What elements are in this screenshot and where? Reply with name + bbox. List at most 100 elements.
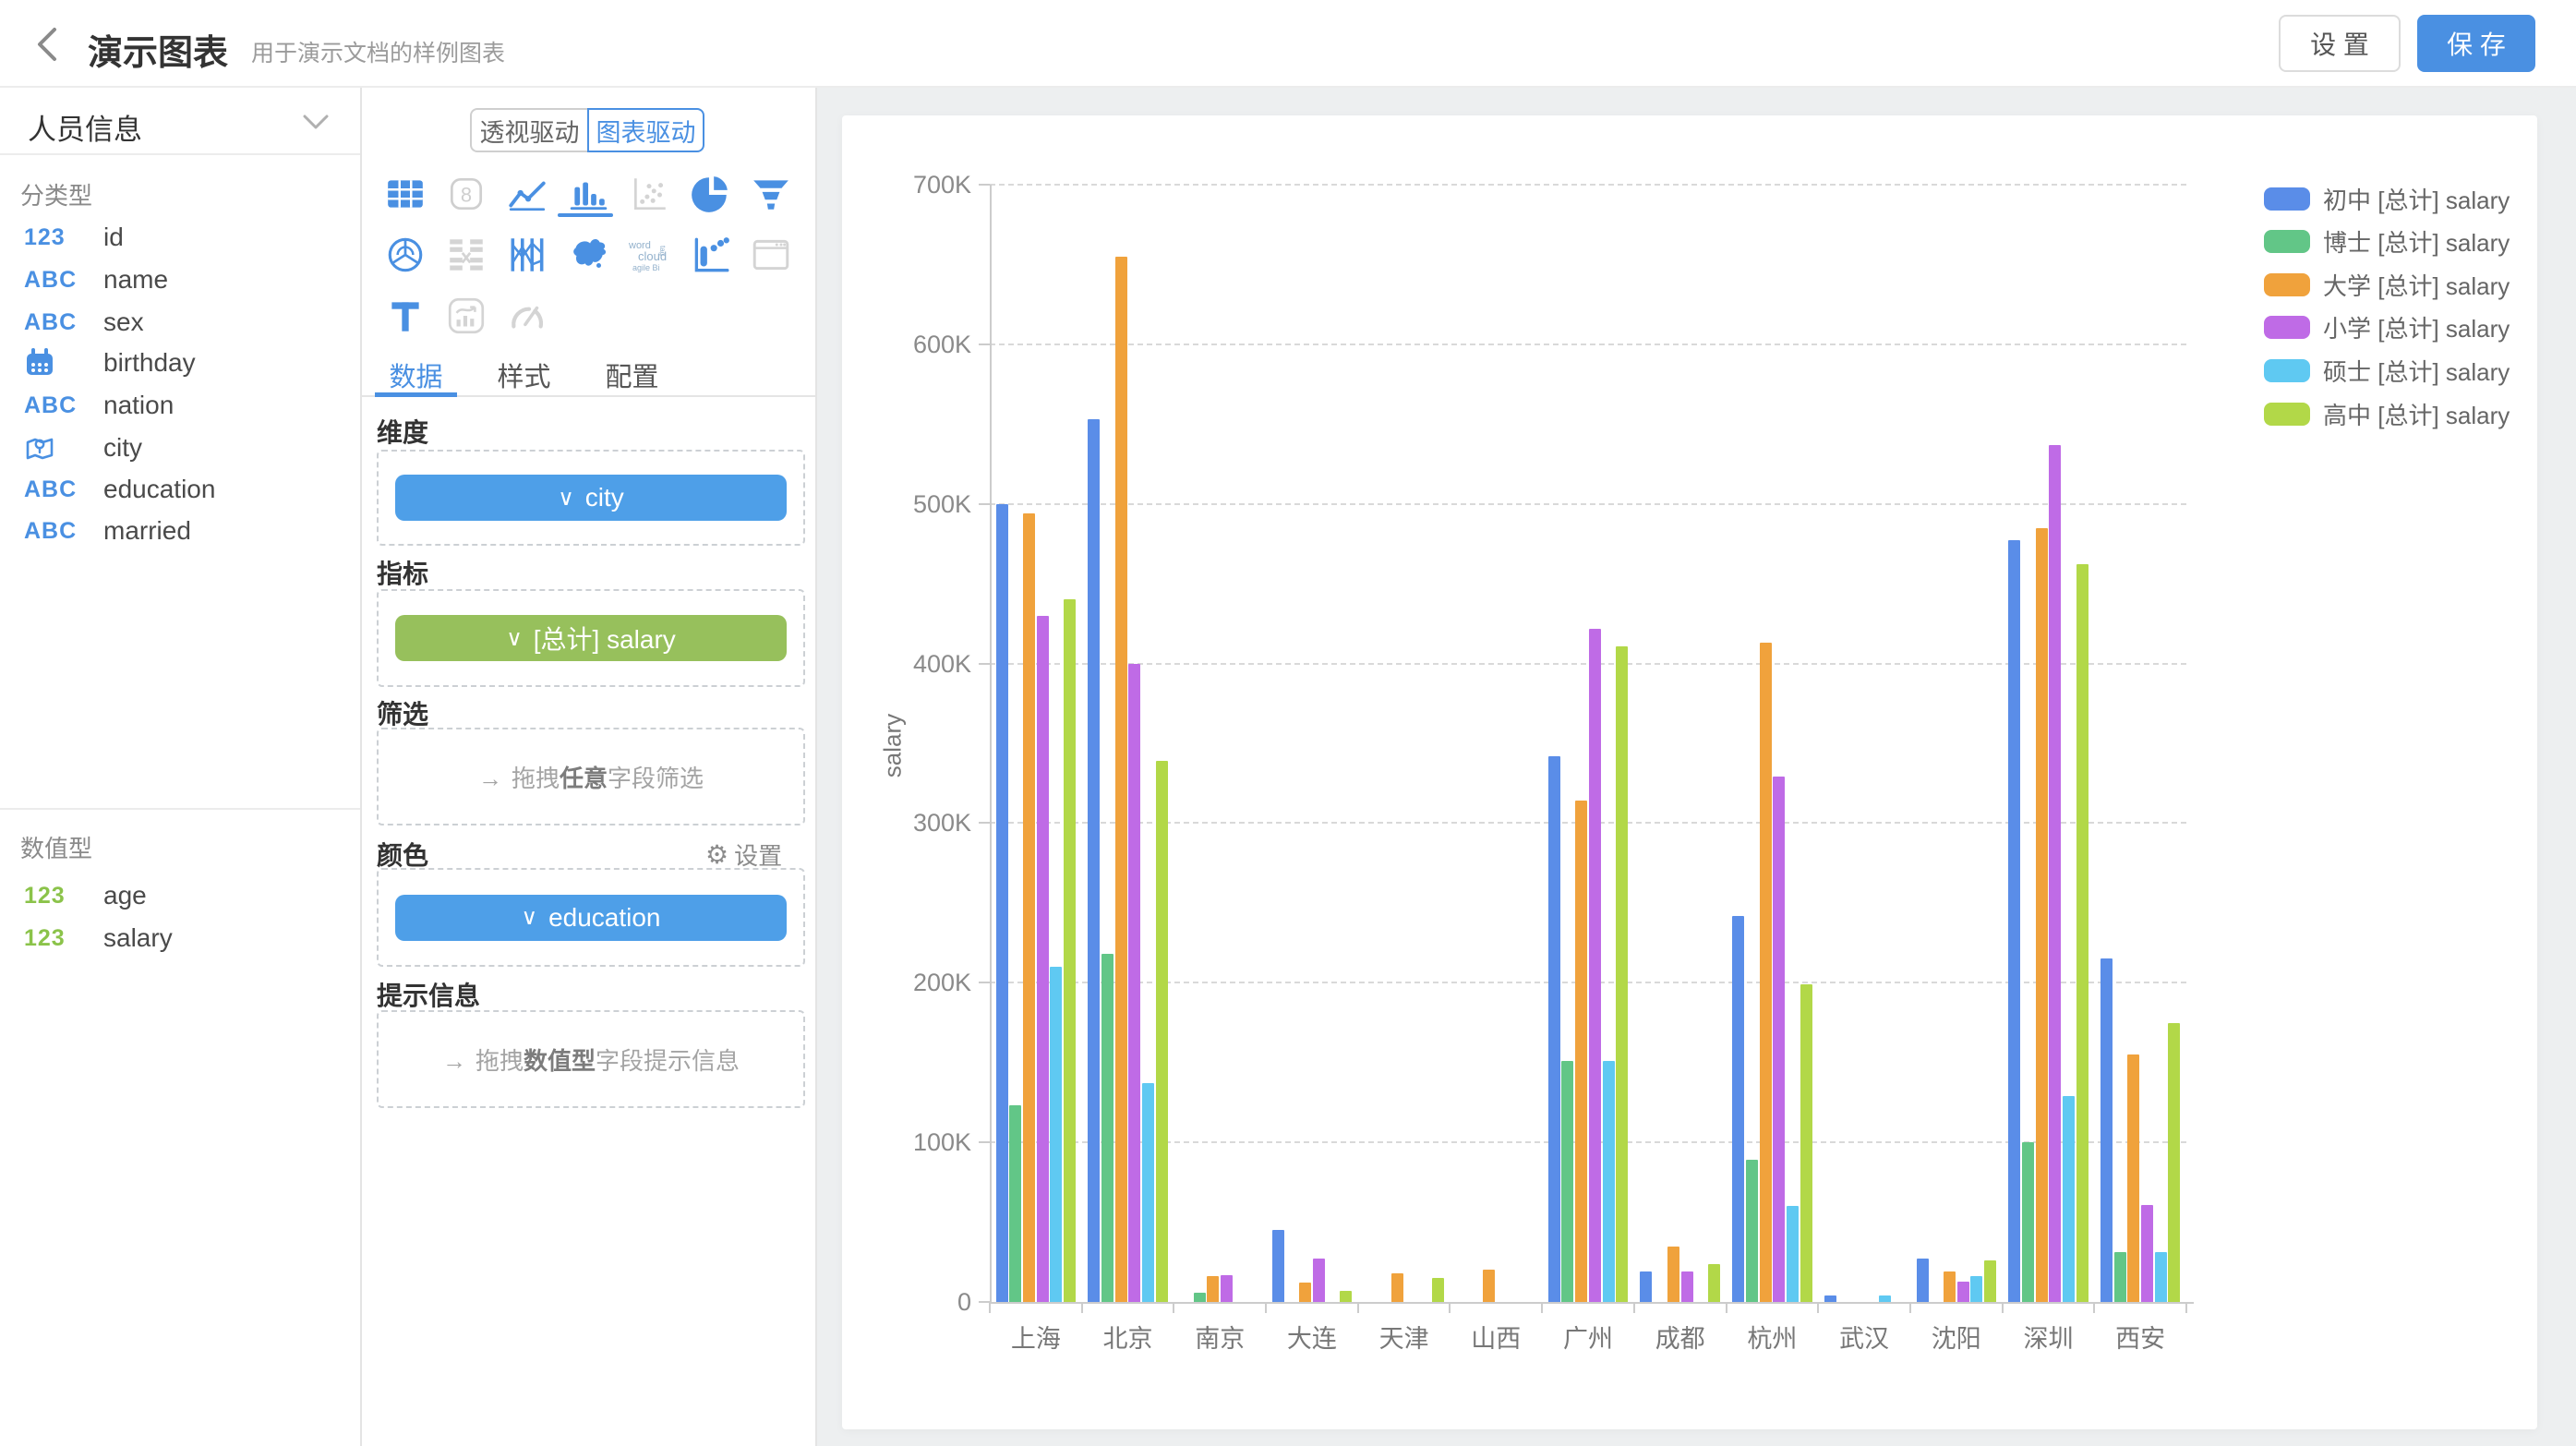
- field-age[interactable]: 123 age: [0, 874, 360, 917]
- metric-chip-salary[interactable]: ∨ [总计] salary: [395, 615, 787, 661]
- bar-杭州-大学 [总计] salary[interactable]: [1759, 643, 1772, 1302]
- field-nation[interactable]: ABC nation: [0, 384, 360, 427]
- bar-山西-大学 [总计] salary[interactable]: [1483, 1270, 1496, 1302]
- field-city[interactable]: city: [0, 427, 360, 469]
- bar-沈阳-小学 [总计] salary[interactable]: [1956, 1281, 1969, 1302]
- metric-dropzone[interactable]: ∨ [总计] salary: [377, 589, 805, 687]
- bar-广州-高中 [总计] salary[interactable]: [1616, 645, 1629, 1302]
- iframe-window-icon[interactable]: [740, 224, 801, 285]
- bar-北京-初中 [总计] salary[interactable]: [1088, 419, 1101, 1302]
- trend-card-icon[interactable]: [436, 285, 497, 346]
- bar-成都-高中 [总计] salary[interactable]: [1707, 1263, 1720, 1302]
- table-chart-icon[interactable]: [375, 163, 436, 224]
- bar-沈阳-大学 [总计] salary[interactable]: [1943, 1271, 1956, 1302]
- kpi-card-icon[interactable]: 8: [436, 163, 497, 224]
- filter-dropzone[interactable]: → 拖拽任意字段筛选: [377, 728, 805, 825]
- bar-杭州-小学 [总计] salary[interactable]: [1773, 777, 1786, 1302]
- bar-成都-大学 [总计] salary[interactable]: [1667, 1246, 1679, 1302]
- dataset-selector[interactable]: 人员信息: [0, 88, 360, 155]
- bar-大连-大学 [总计] salary[interactable]: [1299, 1283, 1312, 1302]
- china-map-icon[interactable]: [558, 224, 619, 285]
- bar-杭州-博士 [总计] salary[interactable]: [1745, 1160, 1758, 1302]
- dimension-dropzone[interactable]: ∨ city: [377, 450, 805, 546]
- legend-item[interactable]: 高中 [总计] salary: [2264, 402, 2510, 429]
- bar-天津-大学 [总计] salary[interactable]: [1390, 1272, 1403, 1302]
- bar-广州-硕士 [总计] salary[interactable]: [1602, 1060, 1615, 1302]
- line-chart-icon[interactable]: [497, 163, 558, 224]
- bar-chart-icon[interactable]: [558, 163, 619, 224]
- bar-北京-小学 [总计] salary[interactable]: [1128, 663, 1141, 1302]
- bar-南京-大学 [总计] salary[interactable]: [1207, 1276, 1220, 1302]
- gauge-chart-icon[interactable]: [497, 285, 558, 346]
- bar-武汉-硕士 [总计] salary[interactable]: [1878, 1295, 1891, 1302]
- field-birthday[interactable]: birthday: [0, 342, 360, 384]
- bar-上海-博士 [总计] salary[interactable]: [1009, 1105, 1022, 1302]
- bar-北京-大学 [总计] salary[interactable]: [1114, 256, 1127, 1302]
- field-salary[interactable]: 123 salary: [0, 917, 360, 959]
- legend-item[interactable]: 博士 [总计] salary: [2264, 229, 2510, 257]
- legend-item[interactable]: 硕士 [总计] salary: [2264, 358, 2510, 386]
- bar-深圳-初中 [总计] salary[interactable]: [2008, 540, 2021, 1302]
- color-chip-education[interactable]: ∨ education: [395, 894, 787, 941]
- bar-沈阳-高中 [总计] salary[interactable]: [1984, 1260, 1997, 1302]
- funnel-chart-icon[interactable]: [740, 163, 801, 224]
- bar-南京-博士 [总计] salary[interactable]: [1193, 1292, 1206, 1302]
- back-icon[interactable]: [24, 20, 72, 68]
- legend-item[interactable]: 小学 [总计] salary: [2264, 315, 2510, 343]
- bar-深圳-小学 [总计] salary[interactable]: [2049, 444, 2062, 1302]
- mode-pivot-tab[interactable]: 透视驱动: [470, 108, 587, 152]
- field-name-row[interactable]: ABC name: [0, 259, 360, 301]
- bar-北京-硕士 [总计] salary[interactable]: [1142, 1083, 1155, 1302]
- bar-杭州-初中 [总计] salary[interactable]: [1732, 915, 1745, 1302]
- bar-广州-大学 [总计] salary[interactable]: [1575, 801, 1588, 1302]
- bar-大连-高中 [总计] salary[interactable]: [1340, 1290, 1353, 1302]
- bar-北京-博士 [总计] salary[interactable]: [1101, 954, 1113, 1302]
- tab-config[interactable]: 配置: [605, 363, 659, 392]
- field-education[interactable]: ABC education: [0, 468, 360, 511]
- bar-深圳-硕士 [总计] salary[interactable]: [2063, 1096, 2075, 1302]
- bar-西安-大学 [总计] salary[interactable]: [2127, 1054, 2140, 1302]
- bar-上海-高中 [总计] salary[interactable]: [1064, 599, 1077, 1302]
- bar-西安-硕士 [总计] salary[interactable]: [2154, 1252, 2167, 1302]
- bar-上海-初中 [总计] salary[interactable]: [995, 503, 1008, 1302]
- bar-杭州-高中 [总计] salary[interactable]: [1800, 984, 1812, 1302]
- bar-成都-初中 [总计] salary[interactable]: [1640, 1271, 1653, 1302]
- bar-深圳-博士 [总计] salary[interactable]: [2021, 1142, 2034, 1302]
- settings-button[interactable]: 设 置: [2279, 15, 2401, 72]
- bar-上海-大学 [总计] salary[interactable]: [1022, 513, 1035, 1302]
- save-button[interactable]: 保 存: [2417, 15, 2535, 72]
- bar-深圳-大学 [总计] salary[interactable]: [2035, 527, 2048, 1302]
- bar-北京-高中 [总计] salary[interactable]: [1155, 761, 1168, 1302]
- legend-item[interactable]: 初中 [总计] salary: [2264, 187, 2510, 214]
- field-sex[interactable]: ABC sex: [0, 301, 360, 343]
- bar-西安-博士 [总计] salary[interactable]: [2113, 1252, 2126, 1302]
- bar-沈阳-初中 [总计] salary[interactable]: [1916, 1259, 1929, 1302]
- bar-成都-小学 [总计] salary[interactable]: [1680, 1271, 1693, 1302]
- color-settings-button[interactable]: ⚙ 设置: [705, 837, 782, 872]
- bar-武汉-初中 [总计] salary[interactable]: [1824, 1295, 1836, 1302]
- bar-西安-初中 [总计] salary[interactable]: [2100, 958, 2113, 1302]
- bar-西安-高中 [总计] salary[interactable]: [2168, 1022, 2181, 1302]
- scatter-bar-combo-icon[interactable]: [680, 224, 740, 285]
- sankey-chart-icon[interactable]: [436, 224, 497, 285]
- pie-chart-icon[interactable]: [680, 163, 740, 224]
- color-dropzone[interactable]: ∨ education: [377, 868, 805, 967]
- bar-沈阳-硕士 [总计] salary[interactable]: [1970, 1276, 1983, 1302]
- bar-广州-初中 [总计] salary[interactable]: [1547, 755, 1560, 1302]
- bar-杭州-硕士 [总计] salary[interactable]: [1786, 1206, 1799, 1302]
- parallel-chart-icon[interactable]: [497, 224, 558, 285]
- bar-上海-硕士 [总计] salary[interactable]: [1050, 967, 1063, 1302]
- tab-style[interactable]: 样式: [497, 363, 551, 392]
- field-id[interactable]: 123 id: [0, 216, 360, 259]
- radar-chart-icon[interactable]: [375, 224, 436, 285]
- bar-南京-小学 [总计] salary[interactable]: [1221, 1274, 1234, 1302]
- scatter-chart-icon[interactable]: [619, 163, 680, 224]
- bar-大连-小学 [总计] salary[interactable]: [1312, 1259, 1325, 1302]
- bar-西安-小学 [总计] salary[interactable]: [2141, 1204, 2153, 1302]
- bar-上海-小学 [总计] salary[interactable]: [1036, 615, 1049, 1302]
- tooltip-dropzone[interactable]: → 拖拽数值型字段提示信息: [377, 1010, 805, 1108]
- tab-data[interactable]: 数据: [362, 355, 470, 397]
- legend-item[interactable]: 大学 [总计] salary: [2264, 272, 2510, 300]
- bar-广州-小学 [总计] salary[interactable]: [1588, 628, 1601, 1302]
- field-married[interactable]: ABC married: [0, 510, 360, 552]
